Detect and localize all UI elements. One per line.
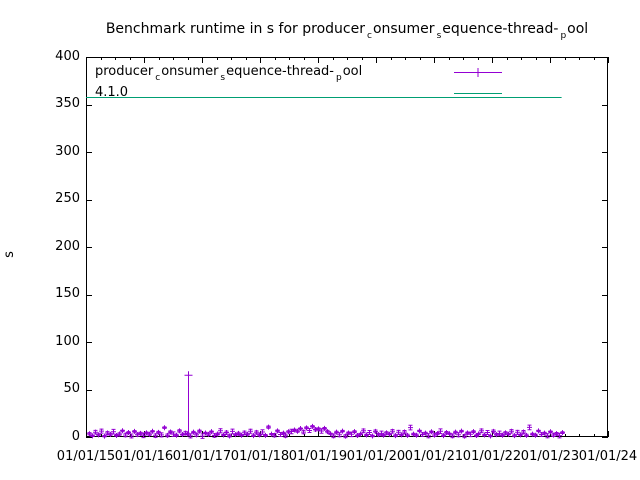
legend-samples [454, 68, 502, 94]
x-tick-label: 01/01/21 [404, 449, 464, 464]
y-tick-label: 200 [55, 239, 80, 254]
legend-entry-version-label: 4.1.0 [95, 85, 129, 100]
x-tick-label: 01/01/23 [520, 449, 580, 464]
legend-entry-runtime-label: producer consumer sequence-thread-pool [95, 64, 363, 83]
title-text: Benchmark runtime in s for producer [105, 21, 365, 37]
y-tick-label: 50 [63, 381, 80, 396]
y-tick-label: 250 [55, 191, 80, 206]
runtime-series [87, 371, 565, 439]
y-tick-label: 150 [55, 286, 80, 301]
x-tick-label: 01/01/18 [230, 449, 290, 464]
chart-title: Benchmark runtime in s for producer consu… [105, 21, 589, 41]
legend-subscript-p: p [336, 73, 342, 83]
axis-ticks [86, 57, 609, 438]
y-tick-label: 300 [55, 144, 80, 159]
legend-subscript-s: s [220, 73, 226, 83]
title-subscript-p: p [560, 31, 567, 41]
x-tick-label: 01/01/15 [56, 449, 116, 464]
y-tick-label: 0 [71, 429, 80, 444]
y-tick-label: 400 [55, 49, 80, 64]
y-tick-label: 100 [55, 334, 80, 349]
x-tick-label: 01/01/19 [288, 449, 348, 464]
title-subscript-s: s [436, 31, 442, 41]
title-subscript-c: c [366, 31, 372, 41]
x-tick-label: 01/01/20 [346, 449, 406, 464]
legend-subscript-c: c [155, 73, 161, 83]
x-tick-label: 01/01/16 [114, 449, 174, 464]
x-tick-label: 01/01/22 [462, 449, 522, 464]
y-tick-label: 350 [55, 96, 80, 111]
x-tick-label: 01/01/24 [578, 449, 638, 464]
x-tick-label: 01/01/17 [172, 449, 232, 464]
